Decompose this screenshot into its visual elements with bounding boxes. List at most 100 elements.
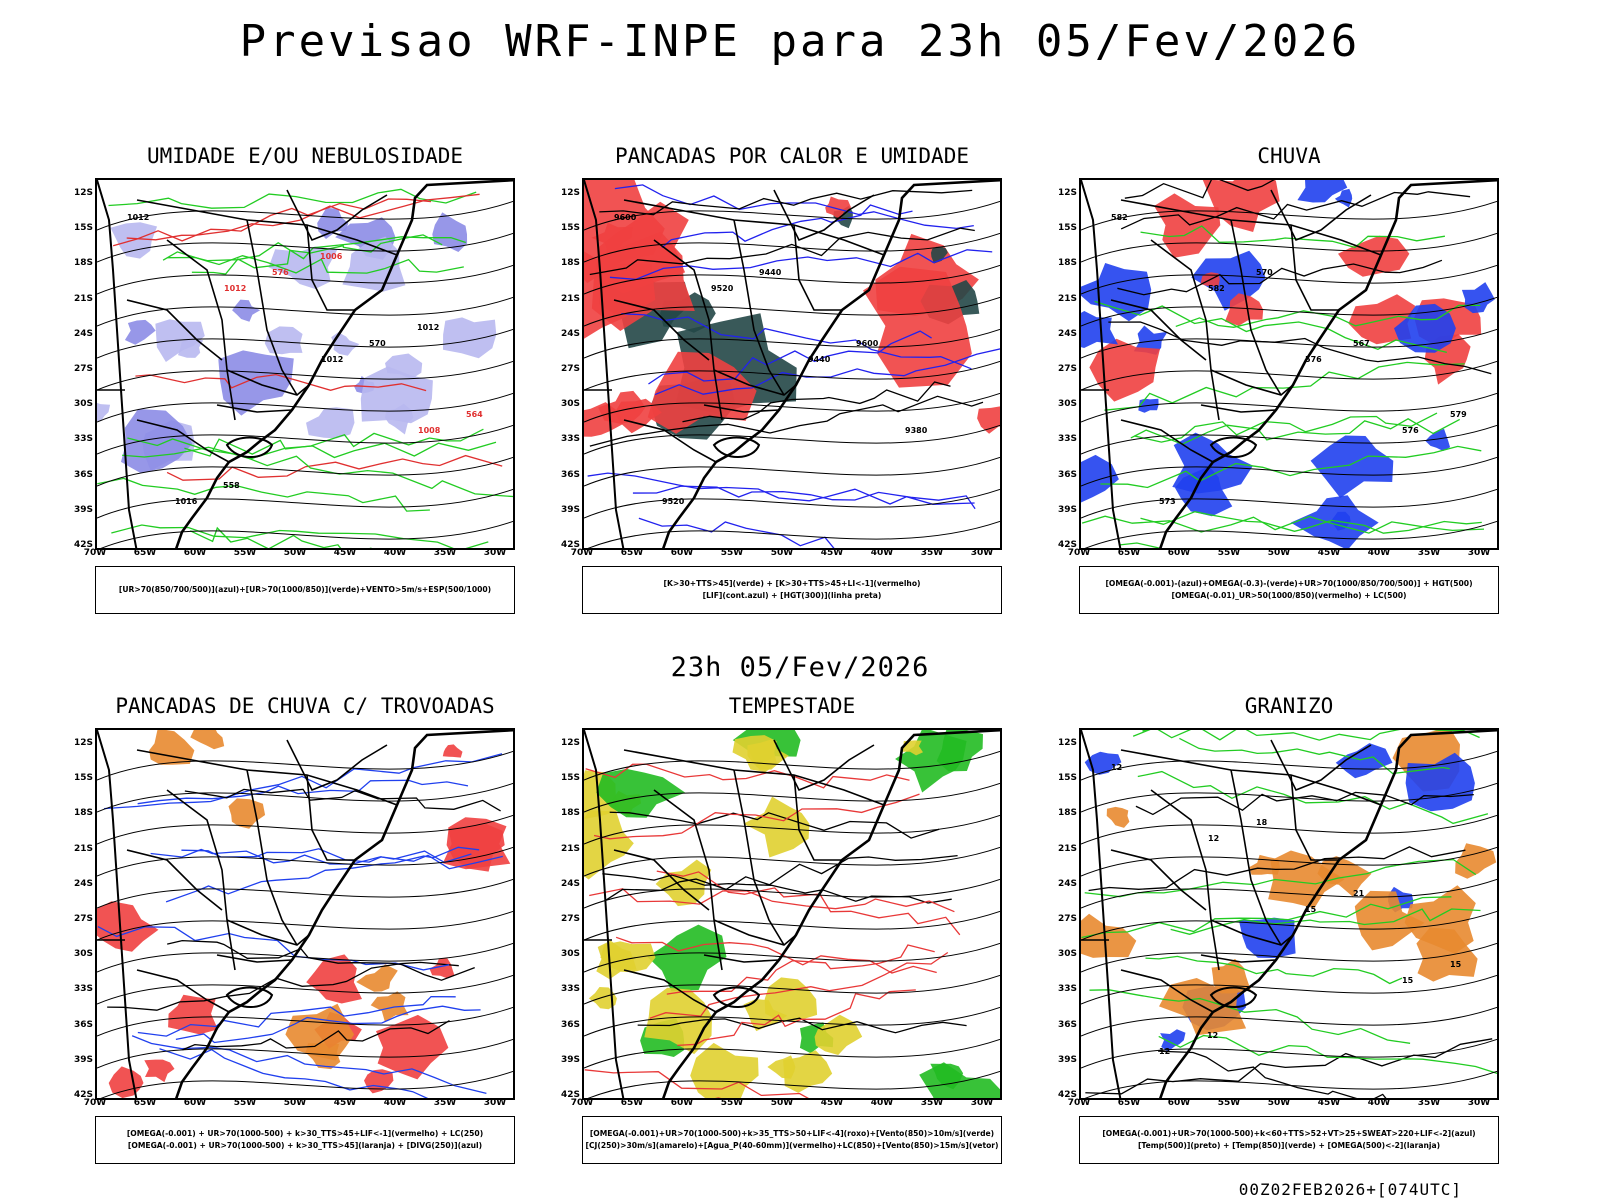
- lat-tick-label: 39S: [1057, 1054, 1077, 1065]
- streamline: [97, 814, 513, 845]
- contour-line: [1089, 989, 1411, 1044]
- shaded-area: [443, 317, 497, 359]
- streamline: [1081, 360, 1497, 391]
- main-title: Previsao WRF-INPE para 23h 05/Fev/2026: [239, 16, 1361, 67]
- streamline: [584, 942, 1000, 973]
- shaded-area: [596, 768, 686, 818]
- lat-tick-label: 30S: [560, 949, 580, 960]
- lat-tick-label: 36S: [73, 1019, 93, 1030]
- streamline: [97, 392, 513, 423]
- legend-box-6: [OMEGA(-0.001)+UR>70(1000-500)+k<60+TTS>…: [1079, 1116, 1499, 1164]
- shaded-area: [690, 1042, 759, 1098]
- panel-title-2: PANCADAS POR CALOR E UMIDADE: [614, 144, 969, 168]
- streamline: [1081, 424, 1497, 455]
- streamline: [97, 328, 513, 359]
- lat-tick-label: 27S: [73, 914, 93, 924]
- lat-tick-label: 42S: [560, 540, 580, 550]
- map-panel-4: [95, 728, 515, 1100]
- streamline: [584, 296, 1000, 327]
- contour-line: [127, 437, 513, 498]
- shaded-area: [228, 798, 266, 829]
- streamline: [584, 424, 1000, 455]
- shaded-area: [360, 366, 433, 424]
- shaded-area: [232, 299, 261, 322]
- streamline: [1081, 328, 1497, 359]
- streamline: [1081, 974, 1497, 1005]
- contour-line: [189, 526, 372, 548]
- shaded-area: [588, 987, 617, 1010]
- map-svg-1: 1012 1012 1012 1008 1016 576 570 564 558 1006 1012: [97, 180, 513, 548]
- streamline: [1081, 456, 1497, 487]
- shaded-area: [863, 266, 972, 388]
- state-border: [126, 849, 223, 911]
- contour-line: [1158, 1050, 1387, 1098]
- state-border: [1270, 189, 1372, 242]
- shaded-area: [647, 924, 727, 992]
- lon-tick-label: 40W: [383, 548, 407, 558]
- contour-label: 1012: [321, 355, 343, 364]
- contour-line: [150, 848, 472, 865]
- contour-line: [126, 193, 480, 241]
- streamline: [584, 814, 1000, 845]
- lon-tick-label: 35W: [920, 1098, 944, 1108]
- lat-tick-label: 21S: [1057, 293, 1077, 304]
- shaded-area: [121, 408, 193, 473]
- state-border: [613, 849, 710, 911]
- mid-title: 23h 05/Fev/2026: [670, 652, 930, 683]
- contour-line: [131, 1035, 487, 1095]
- contour-line: [654, 348, 1000, 396]
- streamline: [1081, 910, 1497, 941]
- lat-tick-label: 24S: [560, 328, 580, 339]
- contour-label: 1012: [417, 323, 439, 332]
- lon-tick-label: 40W: [870, 1098, 894, 1108]
- lon-tick-label: 50W: [283, 1098, 307, 1108]
- shaded-area: [596, 940, 637, 980]
- streamline: [587, 520, 1000, 548]
- contour-line: [159, 1048, 429, 1098]
- lon-tick-label: 40W: [1367, 548, 1391, 558]
- contour-line: [1137, 770, 1489, 825]
- lon-tick-label: 70W: [83, 1098, 107, 1108]
- lon-tick-label: 35W: [433, 548, 457, 558]
- lon-tick-label: 60W: [1167, 548, 1191, 558]
- lat-tick-label: 42S: [73, 1090, 93, 1100]
- lat-tick-label: 12S: [560, 738, 580, 748]
- lat-tick-label: 18S: [1057, 258, 1077, 269]
- streamline: [100, 520, 513, 548]
- state-border: [1230, 769, 1282, 946]
- contour-line: [614, 184, 974, 230]
- state-border: [623, 969, 717, 1013]
- lat-tick-label: 33S: [1057, 984, 1077, 995]
- contour-line: [162, 251, 464, 274]
- contour-line: [1117, 259, 1443, 296]
- coastline: [1159, 730, 1497, 1098]
- legend-box-5: [OMEGA(-0.001)+UR>70(1000-500)+k>35_TTS>…: [582, 1116, 1002, 1164]
- streamline: [97, 878, 513, 909]
- lon-tick-label: 70W: [1067, 1098, 1091, 1108]
- contour-line: [1088, 846, 1466, 892]
- contour-line: [175, 1005, 481, 1044]
- contour-label: 15: [1305, 905, 1317, 914]
- contour-label: 9520: [662, 497, 685, 506]
- contour-line: [1140, 511, 1482, 534]
- lat-tick-label: 36S: [1057, 1019, 1077, 1030]
- contour-line: [637, 1017, 967, 1034]
- streamline: [1081, 392, 1497, 423]
- legend-text: [LIF](cont.azul) + [HGT(300)](linha pret…: [702, 591, 882, 600]
- state-border: [136, 419, 230, 463]
- contour-label: 15: [1402, 976, 1414, 985]
- lat-tick-label: 39S: [1057, 504, 1077, 515]
- shaded-area: [747, 739, 789, 770]
- streamline: [97, 782, 513, 813]
- contour-line: [1145, 955, 1403, 985]
- state-border: [306, 774, 355, 861]
- lat-tick-label: 24S: [1057, 328, 1077, 339]
- lat-tick-label: 18S: [1057, 808, 1077, 819]
- contour-label: 576: [1305, 355, 1322, 364]
- lon-tick-label: 55W: [1217, 548, 1241, 558]
- contour-line: [666, 944, 935, 995]
- lon-tick-label: 30W: [483, 548, 507, 558]
- lon-tick-label: 30W: [970, 548, 994, 558]
- shaded-area: [306, 954, 362, 1004]
- lon-tick-label: 50W: [770, 1098, 794, 1108]
